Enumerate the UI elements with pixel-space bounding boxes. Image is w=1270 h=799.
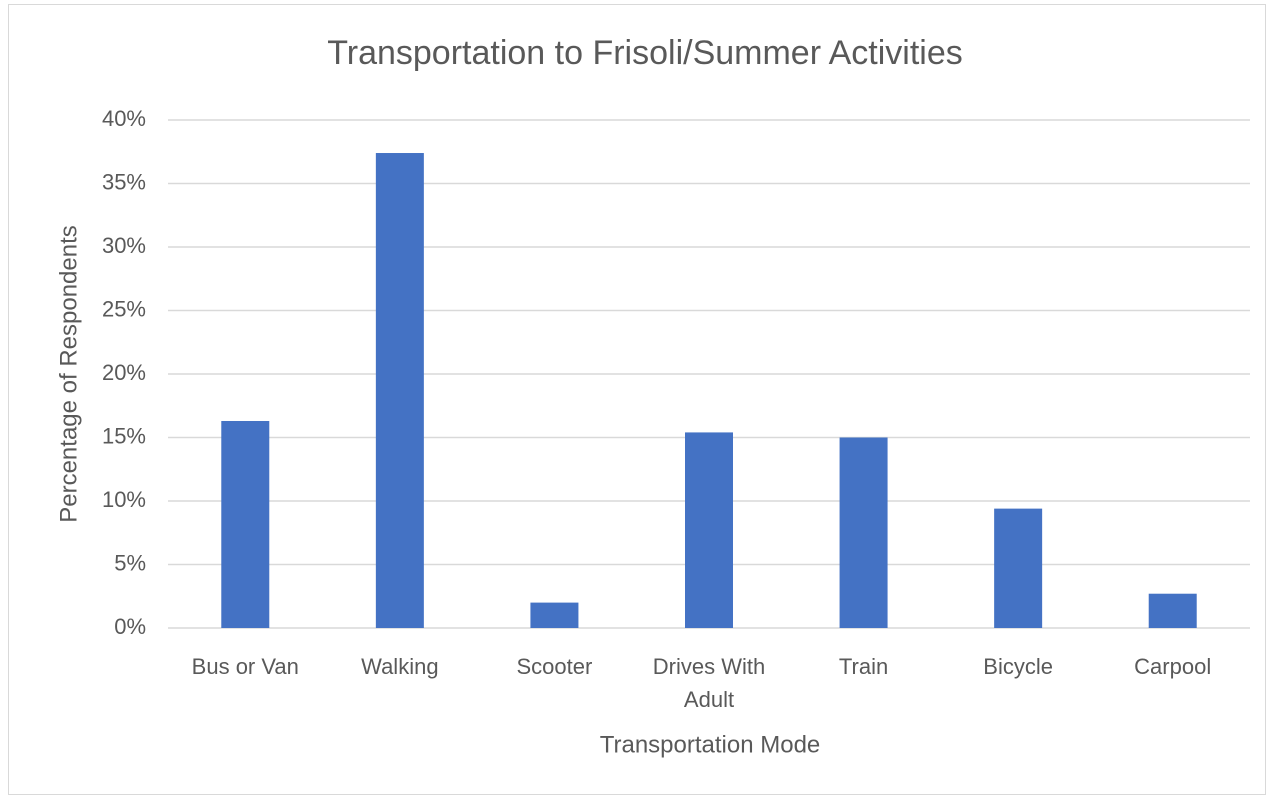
bar xyxy=(530,602,579,628)
x-tick-label: Carpool xyxy=(1134,654,1212,679)
chart-title: Transportation to Frisoli/Summer Activit… xyxy=(327,34,963,72)
bar xyxy=(685,432,733,628)
bar xyxy=(994,508,1043,628)
bar xyxy=(221,420,270,628)
bar xyxy=(839,437,888,628)
x-tick-label: Bus or Van xyxy=(191,654,299,679)
chart-frame xyxy=(8,4,1266,795)
x-tick-label: Drives With Adult xyxy=(652,654,766,712)
y-tick-label: 15% xyxy=(102,423,146,448)
y-tick-label: 20% xyxy=(102,360,146,385)
x-tick-label: Scooter xyxy=(516,654,593,679)
y-tick-label: 25% xyxy=(102,296,146,321)
y-tick-label: 5% xyxy=(114,550,146,575)
y-tick-label: 35% xyxy=(102,169,146,194)
x-tick-label: Walking xyxy=(361,654,439,679)
bar xyxy=(1148,593,1197,628)
y-axis-title: Percentage of Respondents xyxy=(55,225,82,523)
x-axis-title: Transportation Mode xyxy=(600,731,821,758)
x-tick-label: Bicycle xyxy=(983,654,1053,679)
x-tick-label: Train xyxy=(838,654,889,679)
y-tick-label: 10% xyxy=(102,487,146,512)
y-tick-label: 30% xyxy=(102,233,146,258)
y-tick-label: 0% xyxy=(114,614,146,639)
bar xyxy=(375,153,424,628)
y-tick-label: 40% xyxy=(102,106,146,131)
